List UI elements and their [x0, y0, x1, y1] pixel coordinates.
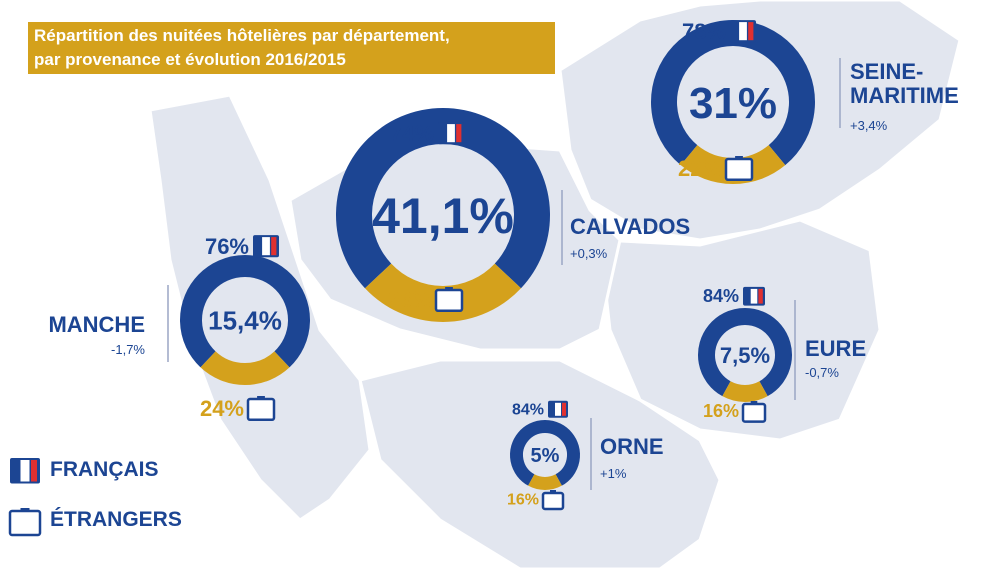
flag-icon	[739, 22, 747, 41]
evolution-label: +1%	[600, 466, 627, 481]
flag-icon	[447, 124, 455, 143]
value-label: 74%	[390, 121, 434, 146]
donut-center-label: 15,4%	[208, 305, 282, 335]
suitcase-icon	[434, 288, 464, 313]
suitcase-icon	[445, 287, 453, 291]
flag-icon	[20, 460, 30, 482]
legend-label: ÉTRANGERS	[50, 508, 182, 531]
evolution-label: +0,3%	[570, 246, 608, 261]
donut-center-label: 5%	[531, 445, 560, 467]
donut-segment	[510, 420, 580, 486]
value-label: 78%	[682, 19, 726, 44]
value-label: 84%	[512, 401, 544, 418]
donut-center-label: 7,5%	[720, 343, 770, 368]
donut-center-label: 41,1%	[372, 188, 514, 244]
flag-icon	[271, 237, 277, 256]
department-name: SEINE-MARITIME	[850, 59, 959, 108]
suitcase-icon	[750, 401, 758, 405]
value-label: 76%	[205, 234, 249, 259]
donut-segment	[200, 351, 290, 385]
suitcase-icon	[257, 396, 265, 400]
suitcase-icon	[741, 402, 767, 423]
suitcase-icon	[20, 508, 30, 512]
value-label: 16%	[507, 491, 539, 508]
title-line: par provenance et évolution 2016/2015	[34, 50, 346, 69]
donut-center-label: 31%	[689, 79, 777, 128]
legend-label: FRANÇAIS	[50, 458, 159, 481]
flag-icon	[31, 460, 37, 482]
value-label: 22%	[678, 156, 722, 181]
department-name: CALVADOS	[570, 214, 691, 239]
donut-segment	[180, 255, 310, 368]
evolution-label: +3,4%	[850, 118, 888, 133]
flag-icon	[562, 402, 566, 416]
flag-icon	[456, 124, 462, 143]
flag-icon	[758, 288, 763, 304]
flag-icon	[555, 402, 561, 416]
flag-icon	[262, 237, 270, 256]
donut-segment	[528, 474, 562, 490]
evolution-label: -0,7%	[805, 365, 839, 380]
value-label: 16%	[703, 401, 739, 421]
suitcase-icon	[735, 156, 743, 160]
donut-segment	[698, 308, 792, 397]
suitcase-icon	[246, 397, 276, 422]
suitcase-icon	[550, 490, 556, 494]
department-name: ORNE	[600, 434, 664, 459]
title-box: Répartition des nuitées hôtelières par d…	[28, 22, 555, 74]
value-label: 24%	[200, 396, 244, 421]
evolution-label: -1,7%	[111, 342, 145, 357]
value-label: 26%	[388, 287, 432, 312]
suitcase-icon	[8, 509, 42, 537]
department-name: MANCHE	[48, 312, 145, 337]
value-label: 84%	[703, 286, 739, 306]
suitcase-icon	[724, 157, 754, 182]
donut-segment	[722, 381, 768, 402]
flag-icon	[750, 288, 758, 304]
title-line: Répartition des nuitées hôtelières par d…	[34, 26, 450, 45]
suitcase-icon	[541, 491, 565, 511]
department-name: EURE	[805, 336, 867, 361]
flag-icon	[748, 22, 754, 41]
